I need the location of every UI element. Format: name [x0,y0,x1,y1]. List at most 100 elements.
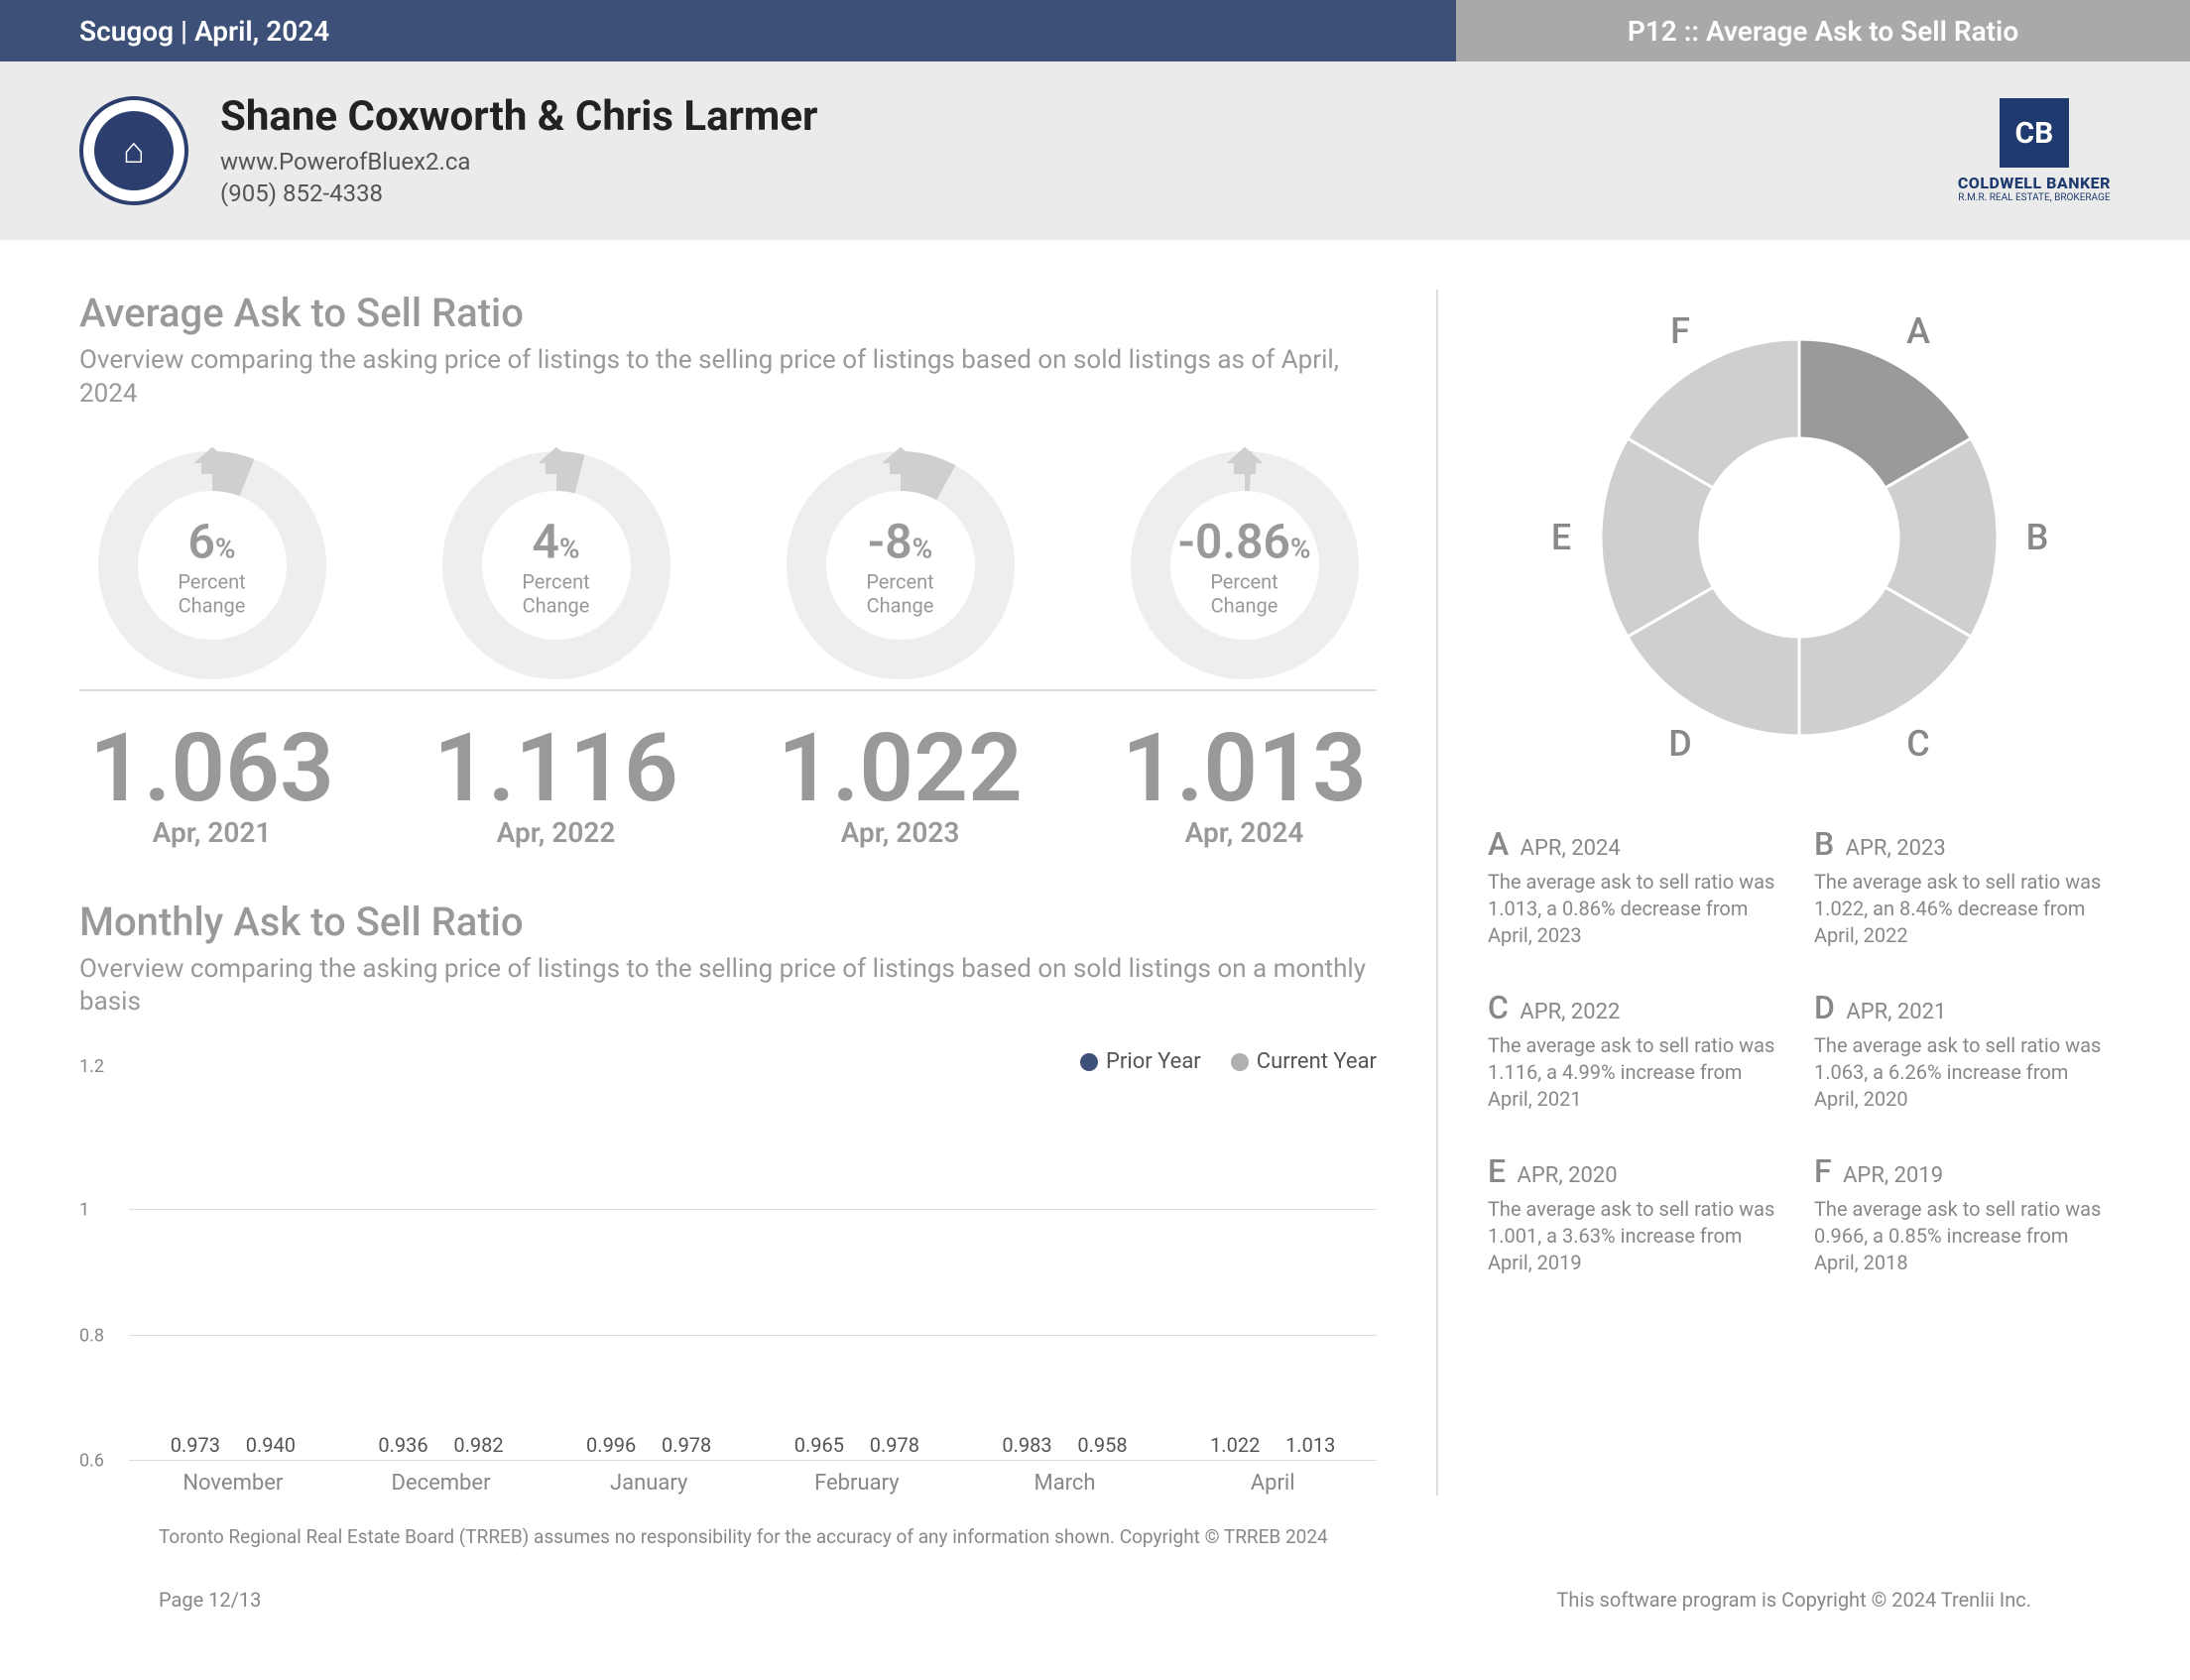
x-label: November [129,1471,337,1496]
section1-title: Average Ask to Sell Ratio [79,290,1377,336]
footer: Toronto Regional Real Estate Board (TRRE… [79,1496,2111,1612]
svg-text:E: E [1551,517,1571,558]
gauge: -0.86%Percent Change [1112,441,1377,689]
info-text: The average ask to sell ratio was 1.063,… [1814,1032,2111,1113]
disclaimer: Toronto Regional Real Estate Board (TRRE… [159,1525,2031,1548]
info-head: E APR, 2020 [1488,1152,1784,1190]
year-values-row: 1.063Apr, 2021 1.116Apr, 2022 1.022Apr, 20… [79,721,1377,849]
brand-sub: R.M.R. REAL ESTATE, BROKERAGE [1958,192,2111,203]
info-head: C APR, 2022 [1488,989,1784,1026]
info-box: A APR, 2024The average ask to sell ratio… [1488,825,1784,949]
swatch-current [1231,1053,1249,1071]
year-value: 1.063Apr, 2021 [79,721,344,849]
bar-area: 0.973 0.940 0.936 0.982 0.996 0.978 0.965 0.978… [79,1084,1377,1461]
year-value: 1.116Apr, 2022 [424,721,688,849]
info-box: B APR, 2023 The average ask to sell ratio… [1814,825,2111,949]
bar-chart: 1.2 Prior Year Current Year 0.9730.9400.… [79,1049,1377,1496]
gridline [129,1335,1377,1336]
gauge-label: Percent Change [838,569,962,617]
gauge-label: Percent Change [494,569,618,617]
info-box: C APR, 2022 The average ask to sell ratio… [1488,989,1784,1113]
bar-label: 1.022 [1210,1433,1260,1457]
bar-label: 0.982 [453,1433,503,1457]
legend-prior-label: Prior Year [1106,1049,1201,1074]
section2-subtitle: Overview comparing the asking price of l… [79,953,1377,1020]
legend: Prior Year Current Year [1080,1049,1377,1074]
x-label: December [337,1471,546,1496]
bar-label: 1.013 [1285,1433,1335,1457]
brand-logo: CB COLDWELL BANKER R.M.R. REAL ESTATE, B… [1958,98,2111,203]
home-icon: ⌂ [94,111,174,190]
y-tick: 0.6 [79,1451,104,1472]
bar-label: 0.940 [246,1433,296,1457]
y-tick: 0.8 [79,1325,104,1346]
bar-label: 0.973 [171,1433,220,1457]
info-grid: A APR, 2024The average ask to sell ratio… [1488,825,2111,1276]
info-box: E APR, 2020 The average ask to sell ratio… [1488,1152,1784,1276]
header: ⌂ Shane Coxworth & Chris Larmer www.Powe… [0,61,2190,240]
info-text: The average ask to sell ratio was 1.116,… [1488,1032,1784,1113]
bar-groups: 0.973 0.940 0.936 0.982 0.996 0.978 0.965 0.978… [129,1084,1377,1461]
info-head: D APR, 2021 [1814,989,2111,1026]
bar-label: 0.936 [378,1433,427,1457]
gridline [129,1209,1377,1210]
year-value-number: 1.013 [1112,721,1377,816]
bar-label: 0.978 [662,1433,711,1457]
x-labels: NovemberDecemberJanuaryFebruaryMarchApri… [79,1471,1377,1496]
agent-phone: (905) 852-4338 [220,179,817,209]
y-axis-top-label: 1.2 [79,1056,104,1077]
legend-current-label: Current Year [1257,1049,1377,1074]
gauge: 4%Percent Change [424,441,688,689]
legend-current: Current Year [1231,1049,1377,1074]
gauge-row: 6%Percent Change4%Percent Change-8%Perce… [79,441,1377,691]
section1-subtitle: Overview comparing the asking price of l… [79,344,1377,412]
gauge-label: Percent Change [150,569,274,617]
info-box: F APR, 2019 The average ask to sell ratio… [1814,1152,2111,1276]
brand-square-icon: CB [2000,98,2069,168]
gauge-value: -8% [838,513,962,569]
bar-label: 0.996 [586,1433,636,1457]
donut-chart: ABCDEF [1521,290,2077,785]
swatch-prior [1080,1053,1098,1071]
x-label: March [961,1471,1169,1496]
bar-label: 0.965 [794,1433,844,1457]
year-value-number: 1.116 [424,721,688,816]
x-label: January [545,1471,753,1496]
gauge-label: Percent Change [1177,569,1310,617]
topbar-right-title: P12 :: Average Ask to Sell Ratio [1456,0,2190,61]
info-head: B APR, 2023 [1814,825,2111,863]
legend-prior: Prior Year [1080,1049,1201,1074]
agent-info: Shane Coxworth & Chris Larmer www.Powero… [220,92,817,208]
info-text: The average ask to sell ratio was 1.022,… [1814,869,2111,949]
x-label: February [753,1471,961,1496]
info-text: The average ask to sell ratio was 0.966,… [1814,1196,2111,1276]
year-value-number: 1.063 [79,721,344,816]
x-label: April [1168,1471,1377,1496]
info-head: F APR, 2019 [1814,1152,2111,1190]
section2-title: Monthly Ask to Sell Ratio [79,899,1377,945]
agent-name: Shane Coxworth & Chris Larmer [220,92,817,141]
gauge-value: 6% [150,513,274,569]
agent-logo: ⌂ [79,96,188,205]
topbar: Scugog | April, 2024 P12 :: Average Ask … [0,0,2190,61]
year-value: 1.022Apr, 2023 [768,721,1033,849]
agent-block: ⌂ Shane Coxworth & Chris Larmer www.Powe… [79,92,817,208]
bar-label: 0.983 [1002,1433,1051,1457]
agent-website: www.PowerofBluex2.ca [220,147,817,178]
info-box: D APR, 2021 The average ask to sell ratio… [1814,989,2111,1113]
bar-label: 0.978 [870,1433,919,1457]
info-text: The average ask to sell ratio was 1.001,… [1488,1196,1784,1276]
svg-text:A: A [1906,310,1930,352]
info-text: The average ask to sell ratio was 1.013,… [1488,869,1784,949]
gauge-value: -0.86% [1177,513,1310,569]
bar-label: 0.958 [1077,1433,1127,1457]
topbar-left-title: Scugog | April, 2024 [0,0,1456,61]
footer-copyright: This software program is Copyright © 202… [1556,1588,2031,1612]
svg-text:F: F [1670,310,1690,352]
brand-name: COLDWELL BANKER [1958,174,2111,192]
year-value-number: 1.022 [768,721,1033,816]
gauge: -8%Percent Change [768,441,1033,689]
svg-text:B: B [2026,517,2049,558]
gauge-value: 4% [494,513,618,569]
year-value: 1.013Apr, 2024 [1112,721,1377,849]
